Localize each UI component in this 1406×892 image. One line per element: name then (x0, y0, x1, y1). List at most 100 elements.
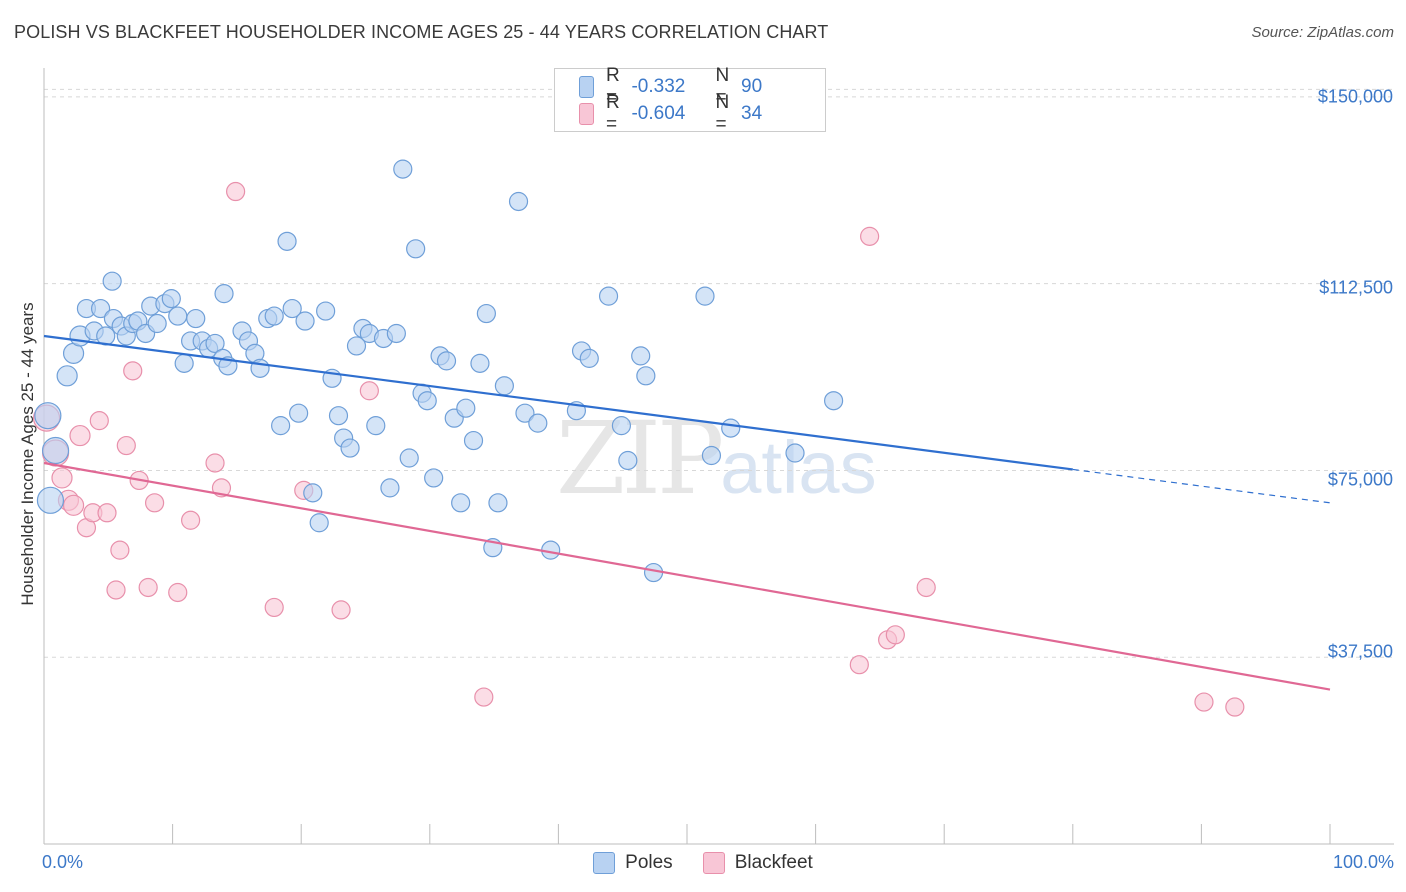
blackfeet-point (916, 577, 936, 598)
legend-item-blackfeet[interactable]: Blackfeet (702, 852, 813, 874)
poles-point (494, 376, 514, 396)
blackfeet-point (123, 361, 143, 381)
poles-point (463, 430, 484, 451)
poles-point (785, 443, 805, 463)
blackfeet-point (474, 687, 494, 707)
poles-point (470, 353, 490, 373)
poles-point (824, 391, 844, 411)
blackfeet-point (226, 181, 246, 202)
blackfeet-point (144, 493, 165, 513)
poles-point (508, 191, 529, 212)
poles-point (56, 365, 78, 387)
blackfeet-point (89, 411, 109, 431)
legend-row-poles: R = -0.332 N = 90 (579, 65, 825, 108)
legend-r-value: -0.332 (631, 76, 686, 97)
poles-swatch (579, 76, 594, 98)
poles-point (161, 289, 181, 309)
blackfeet-point (860, 226, 880, 246)
poles-point (528, 413, 548, 433)
y-tick-label-75000: $75,000 (1327, 469, 1393, 490)
y-tick-label-150000: $150,000 (1317, 86, 1393, 107)
blackfeet-point (181, 510, 201, 530)
blackfeet-point (1225, 697, 1245, 717)
poles-point (303, 483, 323, 503)
poles-point (205, 333, 225, 354)
legend-row-blackfeet: R = -0.604 N = 34 (579, 92, 825, 135)
legend-n-value: 90 (741, 76, 763, 97)
poles-point (476, 303, 496, 324)
y-tick-label-112500: $112,500 (1319, 277, 1393, 298)
chart-title: POLISH VS BLACKFEET HOUSEHOLDER INCOME A… (14, 22, 829, 42)
poles-point (598, 286, 619, 306)
poles-point (34, 402, 62, 430)
poles-point (168, 306, 188, 326)
poles-point (36, 486, 65, 514)
poles-point (488, 493, 508, 513)
blackfeet-point (110, 540, 130, 560)
poles-trend-extension (1072, 468, 1331, 504)
blackfeet-legend-swatch (702, 852, 725, 874)
poles-point (436, 351, 457, 371)
poles-point (636, 366, 656, 386)
poles-point (186, 308, 206, 329)
poles-point (271, 416, 291, 436)
poles-point (264, 306, 284, 326)
blackfeet-point (106, 580, 126, 600)
poles-point (393, 159, 413, 179)
legend-n-value: 34 (741, 103, 763, 124)
poles-point (618, 450, 638, 471)
poles-point (328, 406, 349, 426)
blackfeet-point (885, 625, 905, 645)
legend-n-label: N = (715, 65, 730, 108)
blackfeet-legend-label: Blackfeet (734, 852, 813, 873)
x-tick-label-max: 100.0% (1332, 852, 1394, 872)
poles-point (721, 418, 741, 438)
poles-point (289, 403, 309, 423)
blackfeet-point (205, 453, 225, 473)
poles-point (147, 313, 167, 334)
blackfeet-point (138, 577, 158, 598)
poles-point (295, 311, 315, 331)
poles-point (174, 353, 194, 373)
poles-point (316, 301, 336, 321)
poles-point (515, 403, 535, 423)
legend-n-label: N = (715, 92, 730, 135)
blackfeet-point (849, 655, 869, 675)
poles-point (695, 286, 715, 306)
poles-point (250, 358, 270, 378)
poles-point (456, 398, 476, 418)
blackfeet-point (1194, 692, 1214, 712)
blackfeet-point (168, 582, 188, 603)
legend-r-label: R = (605, 92, 620, 135)
poles-point (309, 513, 329, 533)
legend-r-value: -0.604 (631, 103, 686, 124)
poles-point (579, 348, 599, 368)
poles-point (90, 298, 111, 319)
blackfeet-trend-line (43, 461, 1331, 691)
poles-point (611, 416, 632, 436)
legend-r-label: R = (605, 65, 620, 108)
poles-point (282, 298, 302, 319)
blackfeet-point (331, 600, 351, 620)
poles-point (366, 416, 386, 436)
chart-source: Source: ZipAtlas.com (1251, 24, 1394, 41)
poles-point (424, 468, 444, 488)
poles-point (386, 323, 406, 344)
blackfeet-point (62, 494, 85, 516)
correlation-legend: R = -0.332 N = 90 R = -0.604 N = 34 (554, 65, 826, 135)
blackfeet-swatch (579, 103, 594, 125)
poles-point (631, 346, 651, 366)
legend-item-poles[interactable]: Poles (593, 852, 673, 874)
blackfeet-point (97, 503, 117, 523)
poles-point (399, 448, 419, 468)
poles-point (380, 478, 400, 498)
poles-trend-line (43, 334, 1073, 471)
y-tick-label-37500: $37,500 (1327, 641, 1393, 662)
poles-point (417, 391, 437, 411)
blackfeet-point (264, 597, 284, 618)
blackfeet-point (69, 424, 91, 447)
blackfeet-point (51, 467, 73, 489)
y-axis-label: Householder Income Ages 25 - 44 years (18, 302, 37, 606)
poles-point (277, 231, 297, 251)
